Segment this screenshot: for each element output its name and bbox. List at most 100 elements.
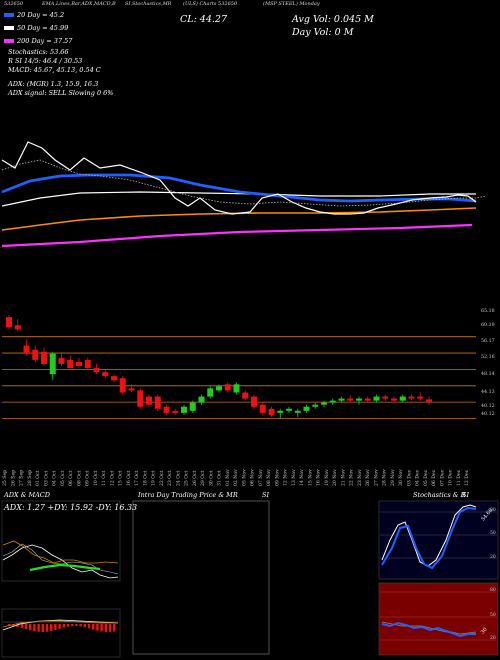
date-tick-label: 30 Oct	[208, 470, 214, 486]
candle-body	[251, 396, 257, 407]
rsi-tick-20: 20	[490, 636, 496, 641]
stoch-panel-si: SI	[462, 491, 470, 499]
rsi-tick-50: 50	[490, 613, 496, 618]
date-tick-label: 06 Nov	[250, 469, 256, 486]
macd-bar	[66, 624, 70, 627]
price-tick-label: 60.19	[481, 322, 495, 328]
date-tick-label: 01 Nov	[225, 469, 231, 486]
macd-bar	[16, 624, 19, 627]
legend-ema200: 200 Day = 37.57	[4, 37, 72, 45]
macd-histogram	[2, 619, 119, 632]
date-tick-label: 07 Dec	[439, 469, 445, 486]
candlesticks	[6, 315, 432, 419]
date-tick-label: 22 Oct	[159, 470, 165, 486]
macd-bar	[45, 624, 49, 632]
ema20-label: 20 Day = 45.2	[17, 11, 65, 19]
date-tick-label: 19 Oct	[151, 470, 157, 486]
dotted-ma-line	[1, 159, 487, 207]
date-tick-label: 09 Oct	[85, 470, 91, 486]
date-tick-label: 11 Dec	[456, 469, 462, 486]
date-tick-label: 29 Nov	[390, 469, 396, 486]
price-tick-label: 40.12	[481, 403, 495, 409]
ema20-line	[1, 173, 477, 203]
date-tick-label: 26 Nov	[365, 469, 371, 486]
macd-bar	[33, 624, 36, 632]
date-tick-label: 26 Sep	[10, 470, 16, 486]
ema50-swatch	[4, 26, 14, 30]
legend-adx-signal: ADX signal: SELL Slowing 0 6%	[8, 89, 114, 97]
date-tick-label: 26 Oct	[192, 470, 198, 486]
candle-body	[67, 359, 74, 369]
adx-signal-line	[29, 563, 101, 572]
macd-bar	[87, 624, 91, 629]
macd-bar	[12, 624, 15, 627]
date-tick-label: 07 Nov	[258, 469, 264, 486]
candle-body	[233, 384, 240, 393]
macd-bar	[37, 624, 40, 632]
date-tick-label: 28 Nov	[382, 469, 388, 486]
rsi-signal-line	[381, 621, 477, 635]
candle-body	[172, 410, 179, 413]
candle-body	[198, 396, 205, 403]
date-tick-label: 10 Dec	[448, 469, 454, 486]
date-tick-label: 23 Oct	[167, 470, 173, 486]
legend-ema20: 20 Day = 45.2	[4, 11, 64, 19]
candle-body	[58, 357, 65, 364]
ema200-label: 200 Day = 37.57	[17, 37, 73, 45]
candle-body	[399, 396, 406, 401]
minus-di-line	[2, 544, 119, 579]
macd-bar	[92, 624, 95, 630]
macd-bar	[24, 624, 28, 630]
date-tick-label: 27 Nov	[373, 469, 379, 486]
macd-bar	[113, 624, 116, 632]
date-tick-label: 08 Nov	[266, 469, 272, 486]
date-tick-label: 15 Oct	[118, 470, 124, 486]
stoch-value: 54.66	[480, 507, 495, 523]
adx-panel-title: ADX & MACD	[4, 491, 50, 499]
candle-body	[347, 398, 354, 401]
macd-bar	[20, 624, 23, 628]
date-tick-label: 19 Nov	[324, 469, 330, 486]
adx-panel-frame	[1, 500, 121, 582]
legend-stochastics: Stochastics: 53.66	[8, 48, 69, 56]
candle-body	[216, 386, 222, 391]
date-tick-label: 16 Oct	[126, 470, 132, 486]
rsi-value: 30	[479, 626, 489, 636]
date-tick-label: 22 Nov	[349, 469, 355, 486]
candle-body	[93, 368, 100, 373]
stoch-tick-80: 80	[490, 508, 496, 513]
candle-body	[286, 408, 292, 411]
macd-bar	[54, 624, 57, 630]
candle-body	[312, 404, 319, 407]
rsi-tick-80: 80	[490, 588, 496, 593]
avg-volume: Avg Vol: 0.045 M	[292, 14, 374, 25]
date-tick-label: 29 Oct	[200, 470, 206, 486]
date-tick-label: 17 Oct	[134, 470, 140, 486]
intraday-panel-frame	[132, 500, 270, 655]
intraday-panel-title: Intra Day Trading Price & MR	[138, 491, 238, 499]
date-tick-label: 15 Nov	[307, 469, 313, 486]
date-tick-label: 04 Dec	[415, 469, 421, 486]
candle-body	[242, 392, 249, 399]
stoch-k-line	[381, 504, 477, 567]
adx-lines	[2, 540, 119, 579]
date-tick-label: 05 Oct	[60, 470, 66, 486]
candle-body	[294, 410, 301, 413]
candle-body	[207, 388, 214, 397]
candle-body	[137, 390, 144, 407]
candle-body	[268, 408, 275, 415]
date-tick-label: 18 Oct	[142, 470, 148, 486]
date-tick-label: 24 Oct	[175, 470, 181, 486]
macd-bar	[104, 624, 107, 632]
ema200-swatch	[4, 39, 14, 43]
candle-body	[391, 398, 397, 401]
header-indicators-2: SI,Stochastics,MR	[125, 1, 172, 7]
price-tick-label: 65.18	[481, 308, 495, 314]
date-tick-label: 28 Sep	[27, 470, 33, 486]
ema20-swatch	[4, 13, 14, 17]
adx-line	[2, 540, 119, 564]
macd-bar	[41, 624, 44, 632]
plus-di-line	[2, 543, 119, 575]
stoch-tick-50: 50	[490, 531, 496, 536]
header-charts: (ULS) Charts 532650	[183, 1, 238, 7]
